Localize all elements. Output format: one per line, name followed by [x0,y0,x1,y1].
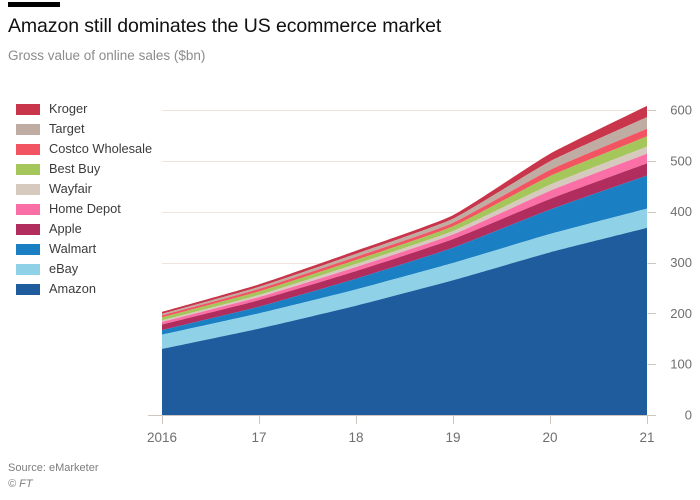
legend-item-label: Walmart [49,241,97,256]
legend-swatch-icon [16,243,40,255]
y-axis-tick-label: 400 [670,204,692,219]
legend-item[interactable]: Wayfair [16,179,166,199]
x-axis-tick-label: 17 [251,430,266,445]
area-series-walmart [162,175,647,335]
y-axis-tick-label: 300 [670,255,692,270]
y-axis-tick-label: 0 [685,408,692,423]
legend-item[interactable]: eBay [16,259,166,279]
legend-swatch-icon [16,143,40,155]
area-series-ebay [162,208,647,349]
legend-item[interactable]: Best Buy [16,159,166,179]
legend-item[interactable]: Home Depot [16,199,166,219]
legend-item[interactable]: Target [16,119,166,139]
x-axis-labels: 2016 17 18 19 20 21 [147,430,655,445]
x-axis-tick-label: 20 [542,430,557,445]
page-subtitle: Gross value of online sales ($bn) [8,48,206,63]
area-series-apple [162,163,647,331]
y-axis-tick-label: 200 [670,306,692,321]
legend-swatch-icon [16,263,40,275]
page-title: Amazon still dominates the US ecommerce … [8,15,442,37]
legend-item-label: Target [49,121,85,136]
legend-item[interactable]: Walmart [16,239,166,259]
legend-swatch-icon [16,103,40,115]
legend-item-label: Home Depot [49,201,121,216]
legend-item[interactable]: Costco Wholesale [16,139,166,159]
legend-item-label: Costco Wholesale [49,141,153,156]
area-series-group [162,105,647,415]
x-axis-tick-label: 19 [445,430,460,445]
y-axis-tick-label: 500 [670,153,692,168]
legend-item-label: Kroger [49,101,88,116]
legend-swatch-icon [16,163,40,175]
copyright-note: © FT [8,478,33,490]
x-axis-tick-label: 18 [348,430,363,445]
legend-item-label: Amazon [49,281,96,296]
ft-top-rule [8,2,60,7]
legend-item[interactable]: Apple [16,219,166,239]
legend-item[interactable]: Amazon [16,279,166,299]
x-axis-tick-label: 2016 [147,430,177,445]
axes-group [148,110,656,424]
y-axis-tick-label: 100 [670,357,692,372]
legend-swatch-icon [16,123,40,135]
chart-legend: Kroger Target Costco Wholesale Best Buy Wayf… [16,99,166,299]
legend-swatch-icon [16,283,40,295]
legend-item[interactable]: Kroger [16,99,166,119]
legend-item-label: Apple [49,221,82,236]
legend-swatch-icon [16,223,40,235]
source-note: Source: eMarketer [8,462,99,474]
legend-swatch-icon [16,183,40,195]
legend-swatch-icon [16,203,40,215]
x-axis-tick-label: 21 [639,430,654,445]
legend-item-label: Best Buy [49,161,101,176]
y-axis-labels: 0 100 200 300 400 500 600 [670,103,692,423]
legend-item-label: eBay [49,261,79,276]
y-axis-tick-label: 600 [670,103,692,118]
legend-item-label: Wayfair [49,181,92,196]
area-series-amazon [162,227,647,415]
